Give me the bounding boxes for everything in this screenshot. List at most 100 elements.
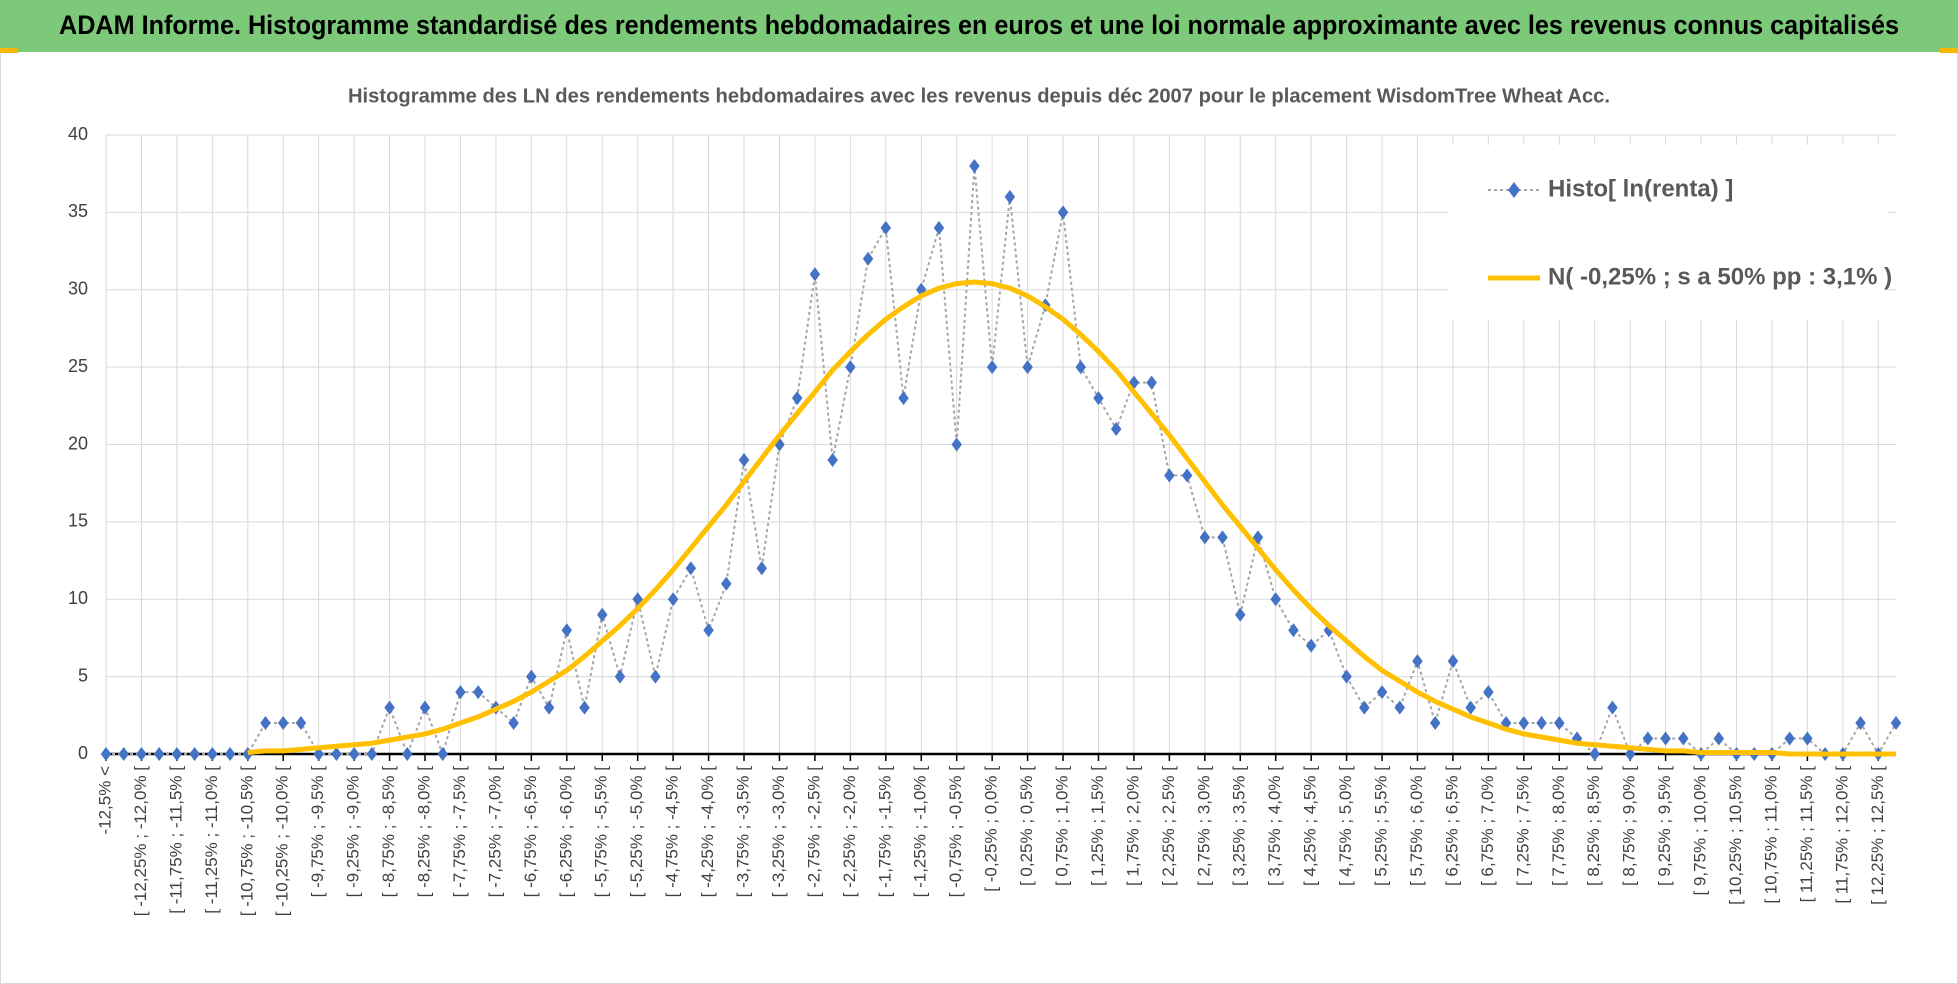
y-tick-label: 20 [68, 433, 88, 453]
x-tick-label: [ 6,75% ; 7,0% [ [1478, 766, 1497, 886]
x-tick-label: [ 10,25% ; 10,5% [ [1726, 766, 1745, 905]
data-point [260, 716, 271, 731]
data-point [703, 623, 714, 638]
x-tick-label: [ 11,25% ; 11,5% [ [1797, 766, 1816, 903]
x-tick-label: [ -2,75% ; -2,5% [ [804, 766, 823, 898]
data-point [1110, 422, 1122, 437]
data-point [384, 700, 395, 715]
y-tick-label: 40 [68, 124, 88, 144]
data-point [100, 747, 112, 761]
data-point [951, 437, 962, 452]
data-point [1359, 700, 1370, 715]
data-point [1890, 716, 1902, 731]
data-point [224, 747, 236, 761]
data-point [1022, 360, 1033, 375]
x-tick-label: [ -7,75% ; -7,5% [ [450, 766, 469, 898]
data-point [402, 747, 413, 761]
data-point [827, 452, 838, 467]
data-point [862, 251, 874, 266]
data-point [472, 685, 484, 700]
data-point [1678, 731, 1689, 746]
y-tick-label: 15 [68, 511, 88, 531]
corner-accent [1940, 48, 1958, 53]
x-tick-label: [ 5,75% ; 6,0% [ [1407, 766, 1426, 886]
y-tick-label: 25 [68, 356, 88, 376]
x-tick-label: [ 7,25% ; 7,5% [ [1513, 766, 1532, 886]
data-point [650, 669, 661, 684]
x-tick-label: [ 0,25% ; 0,5% [ [1017, 766, 1036, 886]
data-point [1146, 375, 1157, 390]
series-line [247, 279, 1896, 757]
x-tick-label: [ -7,25% ; -7,0% [ [485, 766, 504, 898]
data-point [898, 391, 909, 406]
x-tick-label: [ 3,75% ; 4,0% [ [1265, 766, 1284, 886]
x-tick-label: [ -6,75% ; -6,5% [ [521, 766, 540, 898]
data-point [1642, 731, 1654, 746]
data-point [1004, 189, 1016, 204]
data-point [1802, 731, 1813, 746]
data-point [366, 747, 378, 761]
x-tick-label: [ 11,75% ; 12,0% [ [1832, 766, 1851, 904]
x-tick-label: [ -3,25% ; -3,0% [ [769, 766, 788, 898]
data-point [331, 747, 342, 761]
data-point [277, 716, 289, 731]
data-point [1554, 716, 1565, 731]
data-point [1376, 685, 1388, 700]
data-point [969, 158, 980, 173]
data-point [614, 669, 626, 684]
y-tick-label: 10 [68, 588, 88, 608]
x-tick-label: [ -4,25% ; -4,0% [ [698, 766, 717, 898]
data-point [1518, 716, 1530, 731]
data-point [1429, 716, 1441, 731]
x-tick-label: [ 7,75% ; 8,0% [ [1549, 766, 1568, 886]
x-tick-label: [ -11,25% ; -11,0% [ [202, 766, 221, 914]
data-point [437, 747, 448, 761]
x-tick-label: [ 10,75% ; 11,0% [ [1761, 766, 1780, 904]
data-point [526, 669, 537, 684]
data-point [1252, 530, 1264, 545]
data-point [986, 360, 998, 375]
data-point [136, 747, 147, 761]
x-tick-label: [ -10,25% ; -10,0% [ [273, 766, 292, 917]
data-point [1199, 530, 1211, 545]
x-tick-label: -12,5% < [95, 766, 114, 835]
data-point [933, 220, 945, 235]
data-point [1447, 654, 1459, 669]
x-tick-label: [ -11,75% ; -11,5% [ [166, 766, 185, 914]
legend-label: N( -0,25% ; s a 50% pp : 3,1% ) [1548, 263, 1892, 290]
x-tick-label: [ 9,75% ; 10,0% [ [1691, 766, 1710, 896]
data-point [791, 391, 803, 406]
data-point [1341, 669, 1352, 684]
page-title: ADAM Informe. Histogramme standardisé de… [59, 10, 1899, 40]
data-point [756, 561, 767, 576]
data-point [579, 700, 590, 715]
data-point [189, 747, 200, 761]
x-tick-label: [ 4,25% ; 4,5% [ [1301, 766, 1320, 886]
data-point [348, 747, 360, 761]
data-point [419, 700, 431, 715]
corner-accent [0, 48, 18, 53]
data-point [1465, 700, 1476, 715]
x-tick-label: [ -1,75% ; -1,5% [ [875, 766, 894, 898]
data-point [1855, 716, 1866, 731]
x-tick-label: [ -10,75% ; -10,5% [ [237, 766, 256, 917]
data-point [1164, 468, 1175, 483]
x-tick-label: [ 5,25% ; 5,5% [ [1372, 766, 1391, 886]
data-point [1784, 731, 1795, 746]
data-point [1412, 654, 1423, 669]
x-tick-label: [ 8,25% ; 8,5% [ [1584, 766, 1603, 886]
legend-label: Histo[ ln(renta) ] [1548, 175, 1733, 202]
data-point [1305, 638, 1317, 653]
data-point [455, 685, 466, 700]
data-point [1217, 530, 1228, 545]
x-tick-label: [ -5,25% ; -5,0% [ [627, 766, 646, 898]
data-point [738, 452, 750, 467]
data-point [880, 220, 892, 235]
data-point [171, 747, 183, 761]
x-tick-label: [ -0,25% ; 0,0% [ [982, 766, 1001, 892]
x-tick-label: [ 1,75% ; 2,0% [ [1123, 766, 1142, 886]
data-point [667, 592, 679, 607]
x-tick-label: [ -12,25% ; -12,0% [ [131, 766, 150, 917]
x-tick-label: [ -0,75% ; -0,5% [ [946, 766, 965, 898]
